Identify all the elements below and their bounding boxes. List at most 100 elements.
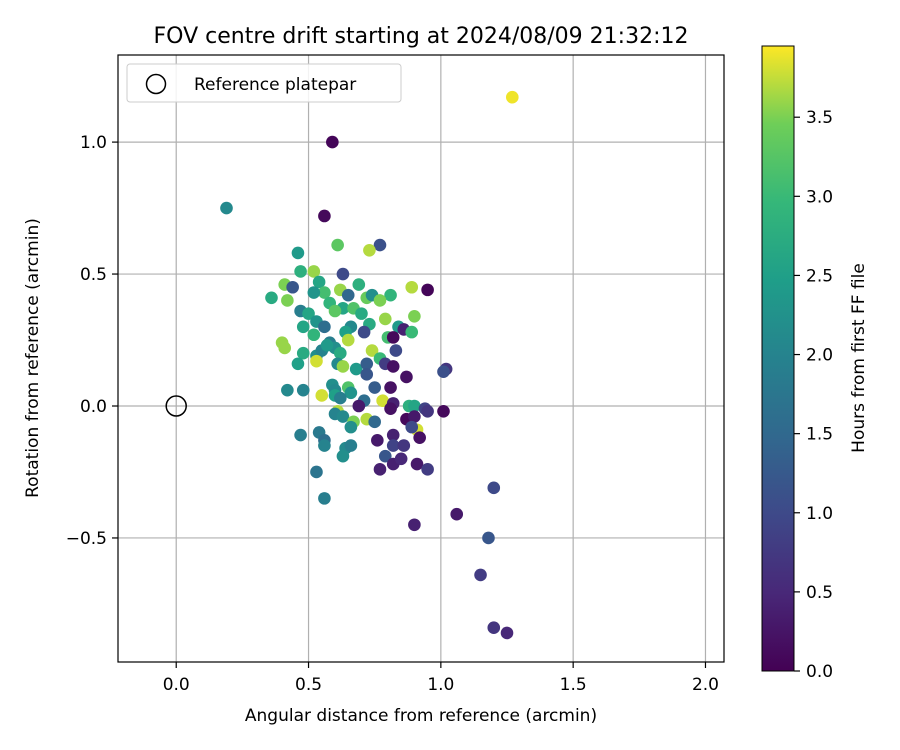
data-point [405,325,419,339]
data-point [397,439,411,452]
colorbar-tick-label: 1.5 [806,425,833,445]
colorbar-gradient [761,45,795,672]
data-point [315,389,329,402]
x-tick-label: 0.0 [163,675,190,695]
data-point [349,362,363,376]
data-point [281,294,294,307]
grid-lines [118,55,724,662]
y-tick-label: 1.0 [80,133,107,153]
data-point [344,420,358,434]
reference-point [165,395,187,417]
data-point [360,368,374,381]
data-point [365,344,379,357]
data-point [413,431,426,444]
data-point [341,288,355,302]
data-point [352,278,366,291]
colorbar-tick-label: 3.0 [806,187,833,207]
data-point [302,307,315,320]
y-axis-label: Rotation from reference (arcmin) [23,218,43,498]
data-point [378,449,392,463]
data-point [220,201,233,215]
data-point [389,344,403,357]
legend-box [126,63,402,103]
data-point [336,360,350,373]
data-point [307,265,321,278]
data-point [410,457,424,471]
data-point [310,465,323,479]
data-point [265,291,278,305]
data-point [373,463,387,476]
data-point [386,428,400,442]
data-point [318,492,331,505]
data-point [296,383,310,397]
data-point [331,238,344,252]
data-point [326,135,339,149]
y-axis: −0.5 0.0 0.5 1.0 [66,133,118,549]
data-point [286,280,299,294]
colorbar-tick-label: 2.5 [806,266,833,286]
data-point [281,383,294,397]
data-point [318,439,331,452]
colorbar-ticks: 0.0 0.5 1.0 1.5 2.0 2.5 3.0 3.5 [794,108,833,682]
data-point [384,402,397,415]
colorbar-tick-label: 1.0 [806,504,833,524]
y-tick-label: 0.5 [80,265,107,285]
data-point [291,246,305,260]
legend-marker-open-circle [145,73,167,95]
data-point [291,357,305,371]
y-tick-label: 0.0 [80,397,107,417]
reference-marker [165,395,187,417]
data-point [500,626,514,640]
data-point [336,410,350,423]
data-point [421,463,434,476]
data-point [318,286,331,299]
colorbar-tick-label: 2.0 [806,346,833,366]
data-point [437,404,450,418]
data-point [386,331,400,344]
data-point [310,354,323,368]
data-point [408,518,421,532]
data-point [368,415,381,429]
data-point [408,410,421,423]
data-point [336,267,350,281]
data-point [368,381,381,394]
data-point [357,325,371,339]
data-point [482,531,495,545]
data-point [296,320,310,334]
data-point [352,399,366,413]
data-point [294,428,307,442]
data-point [505,90,519,104]
x-tick-label: 0.5 [295,675,322,695]
data-point [386,360,400,373]
data-point [421,283,434,297]
data-point [278,341,292,355]
legend: Reference platepar [126,63,402,103]
data-point [405,420,419,434]
x-axis: 0.0 0.5 1.0 1.5 2.0 [163,662,719,695]
data-point [318,209,331,223]
plot-frame [117,54,725,663]
data-point [386,439,400,452]
data-point [373,238,387,252]
data-point [487,621,501,634]
data-point [363,243,376,257]
colorbar: 0.0 0.5 1.0 1.5 2.0 2.5 3.0 3.5 Hours from firs… [761,45,869,682]
data-point [336,449,350,463]
data-point [333,391,347,405]
data-point [296,346,310,360]
data-point [360,357,374,371]
colorbar-tick-label: 0.5 [806,583,833,603]
data-point [437,365,450,378]
data-point [400,370,413,384]
x-tick-label: 1.0 [427,675,454,695]
data-point [421,404,434,418]
colorbar-tick-label: 3.5 [806,108,833,128]
data-point [318,320,331,334]
x-tick-label: 1.5 [560,675,587,695]
data-point [344,439,358,452]
data-point [384,288,397,302]
data-point [378,312,392,326]
data-point [341,333,355,347]
data-point [405,280,419,294]
data-point [384,381,397,394]
